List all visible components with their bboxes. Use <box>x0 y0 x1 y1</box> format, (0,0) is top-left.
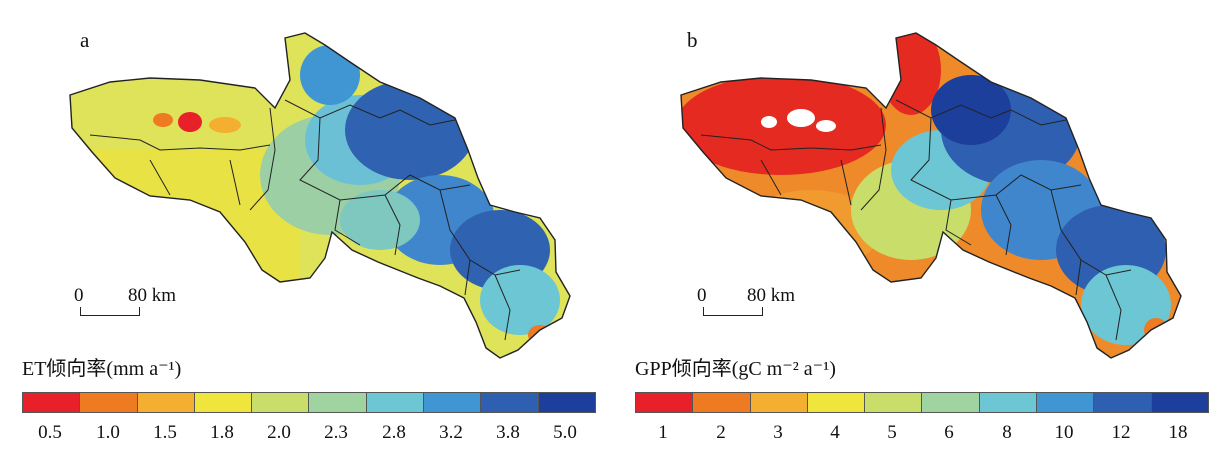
legend-swatch <box>865 393 923 412</box>
et-trend-map <box>69 32 571 359</box>
legend-tick: 5.0 <box>553 422 577 443</box>
legend-tick: 5 <box>887 422 897 443</box>
panel-b: b <box>611 0 1222 456</box>
legend-swatch <box>1094 393 1152 412</box>
legend-swatch <box>636 393 694 412</box>
legend-tick: 8 <box>1002 422 1012 443</box>
legend-tick: 2.0 <box>267 422 291 443</box>
legend-swatch <box>1151 393 1208 412</box>
legend-swatch <box>807 393 866 412</box>
legend-tick: 1.0 <box>96 422 120 443</box>
legend-swatch <box>309 393 367 412</box>
panel-label-a: a <box>80 28 90 52</box>
legend-tick: 10 <box>1054 422 1074 443</box>
legend-swatch <box>1037 393 1095 412</box>
legend-colorbar-et <box>22 392 596 413</box>
legend-swatch <box>23 393 81 412</box>
legend-swatch <box>481 393 539 412</box>
scale-zero: 0 <box>697 285 707 306</box>
legend-swatch <box>252 393 310 412</box>
legend-tick: 3.2 <box>439 422 463 443</box>
legend-title-et: ET倾向率(mm a⁻¹) <box>22 358 182 380</box>
legend-colorbar-gpp <box>635 392 1209 413</box>
legend-swatch <box>194 393 253 412</box>
legend-tick: 1 <box>658 422 668 443</box>
legend-tick: 3.8 <box>496 422 520 443</box>
legend-tick: 6 <box>944 422 954 443</box>
panel-a: a <box>22 28 596 443</box>
panel-label-b: b <box>687 28 698 52</box>
legend-swatch <box>424 393 482 412</box>
legend-tick: 1.8 <box>210 422 234 443</box>
legend-tick: 18 <box>1168 422 1188 443</box>
legend-tick: 2 <box>716 422 726 443</box>
scale-line <box>80 307 140 316</box>
gpp-trend-map <box>680 32 1182 359</box>
legend-swatch <box>979 393 1038 412</box>
legend-tick: 2.8 <box>382 422 406 443</box>
scale-zero: 0 <box>74 285 84 306</box>
legend-tick: 3 <box>773 422 783 443</box>
legend-swatch <box>750 393 808 412</box>
legend-swatch <box>137 393 195 412</box>
legend-tick: 4 <box>830 422 840 443</box>
legend-swatch <box>693 393 751 412</box>
legend-title-gpp: GPP倾向率(gC m⁻² a⁻¹) <box>635 358 836 380</box>
legend-tick: 0.5 <box>38 422 62 443</box>
legend-swatch <box>80 393 138 412</box>
scale-distance: 80 km <box>128 285 177 306</box>
scale-line <box>703 307 763 316</box>
legend-swatch <box>538 393 595 412</box>
scale-distance: 80 km <box>747 285 796 306</box>
legend-tick: 1.5 <box>153 422 177 443</box>
legend-tick: 2.3 <box>324 422 348 443</box>
legend-swatch <box>922 393 980 412</box>
legend-tick: 12 <box>1111 422 1131 443</box>
legend-swatch <box>366 393 425 412</box>
